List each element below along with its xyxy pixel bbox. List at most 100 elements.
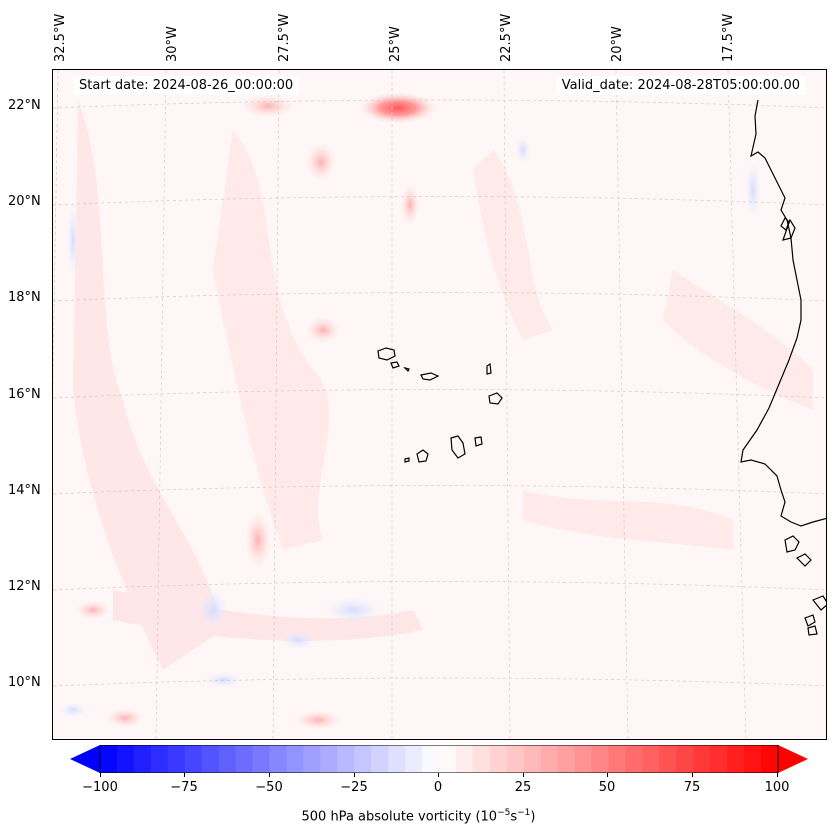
vorticity-max xyxy=(105,708,145,728)
colorbar-segments xyxy=(100,745,779,773)
colorbar-segment xyxy=(354,745,372,773)
colorbar-segment xyxy=(744,745,762,773)
colorbar-tick-label: −25 xyxy=(340,780,368,795)
vorticity-band xyxy=(473,150,553,340)
colorbar-segment xyxy=(303,745,321,773)
colorbar-segment xyxy=(693,745,711,773)
colorbar-segment xyxy=(133,745,152,773)
colorbar-tick-label: 100 xyxy=(764,780,790,795)
colorbar-segment xyxy=(269,745,288,773)
vorticity-max xyxy=(75,600,111,620)
lat-label-20: 20°N xyxy=(8,194,41,209)
colorbar-tick-label: 0 xyxy=(433,780,443,795)
lat-label-16: 16°N xyxy=(8,387,41,402)
colorbar-segment xyxy=(727,745,745,773)
vorticity-min xyxy=(323,596,383,624)
colorbar-segment xyxy=(405,745,423,773)
vorticity-min xyxy=(59,702,87,718)
colorbar-segment xyxy=(150,745,169,773)
lon-label-6: 20°W xyxy=(610,26,625,62)
graticule xyxy=(53,70,826,739)
colorbar-segment xyxy=(625,745,643,773)
colorbar-segment xyxy=(100,745,118,773)
vorticity-field xyxy=(53,70,826,739)
colorbar-segment xyxy=(320,745,338,773)
colorbar-segment xyxy=(235,745,254,773)
colorbar-segment xyxy=(472,745,491,773)
vorticity-band xyxy=(523,490,733,550)
colorbar-segment xyxy=(184,745,203,773)
vorticity-band xyxy=(113,590,423,641)
lon-label-2: 30°W xyxy=(165,26,180,62)
vorticity-max xyxy=(294,710,342,730)
colorbar-tick-label: −100 xyxy=(82,780,118,795)
colorbar-segment xyxy=(422,745,440,773)
colorbar-segment xyxy=(201,745,220,773)
vorticity-min xyxy=(515,136,531,164)
map-panel: Start date: 2024-08-26_00:00:00 Valid_da… xyxy=(52,69,827,740)
cape-verde-islands xyxy=(377,347,503,463)
colorbar-segment xyxy=(337,745,355,773)
colorbar-segment xyxy=(167,745,186,773)
colorbar-segment xyxy=(439,745,457,773)
lon-label-4: 25°W xyxy=(388,26,403,62)
coast-islands xyxy=(807,625,818,636)
colorbar-tick-label: 75 xyxy=(683,780,701,795)
coast-islands xyxy=(812,595,826,611)
colorbar-segment xyxy=(286,745,304,773)
colorbar-segment xyxy=(116,745,135,773)
vorticity-min xyxy=(745,160,761,220)
colorbar-segment xyxy=(608,745,627,773)
colorbar-segment xyxy=(642,745,660,773)
coast-islands xyxy=(804,614,816,627)
colorbar-segment xyxy=(761,745,779,773)
colorbar-segment xyxy=(591,745,610,773)
colorbar-segment xyxy=(557,745,576,773)
vorticity-band xyxy=(663,270,813,410)
start-date-label: Start date: 2024-08-26_00:00:00 xyxy=(73,76,300,95)
valid-date-label: Valid_date: 2024-08-28T05:00:00.00 xyxy=(555,76,806,95)
colorbar-segment xyxy=(489,745,508,773)
vorticity-min xyxy=(197,588,229,632)
lon-label-1: 32.5°W xyxy=(53,13,68,62)
colorbar-max-extension xyxy=(778,745,808,773)
vorticity-max xyxy=(358,92,438,124)
vorticity-max xyxy=(305,316,341,344)
coast-islands xyxy=(784,535,800,553)
colorbar-tick-label: −75 xyxy=(170,780,198,795)
lon-label-7: 17.5°W xyxy=(721,13,736,62)
colorbar-tick-label: 25 xyxy=(514,780,532,795)
colorbar-segment xyxy=(455,745,474,773)
vorticity-band xyxy=(213,130,330,550)
lon-label-3: 27.5°W xyxy=(277,13,292,62)
colorbar-segment xyxy=(574,745,593,773)
vorticity-max xyxy=(240,94,296,118)
colorbar-tick-label: −50 xyxy=(255,780,283,795)
vorticity-band xyxy=(73,100,223,670)
lat-label-22: 22°N xyxy=(8,98,41,113)
colorbar-segment xyxy=(388,745,406,773)
colorbar-segment xyxy=(218,745,237,773)
colorbar-segment xyxy=(252,745,271,773)
vorticity-min xyxy=(280,630,316,650)
colorbar-segment xyxy=(506,745,525,773)
lat-label-12: 12°N xyxy=(8,579,41,594)
colorbar-min-extension xyxy=(70,745,100,773)
vorticity-max xyxy=(244,510,272,570)
vorticity-max xyxy=(305,142,337,182)
lon-label-5: 22.5°W xyxy=(499,13,514,62)
vorticity-min xyxy=(203,672,243,688)
vorticity-min xyxy=(67,200,79,280)
colorbar-title: 500 hPa absolute vorticity (10−5s−1) xyxy=(301,808,536,825)
colorbar-segment xyxy=(676,745,694,773)
africa-coastline xyxy=(740,99,826,527)
colorbar-segment xyxy=(540,745,559,773)
colorbar-tick-label: 50 xyxy=(598,780,616,795)
colorbar xyxy=(70,745,808,773)
vorticity-max xyxy=(400,183,420,227)
colorbar-segment xyxy=(710,745,728,773)
colorbar-segment xyxy=(523,745,542,773)
colorbar-segment xyxy=(371,745,389,773)
lat-label-18: 18°N xyxy=(8,290,41,305)
lat-label-10: 10°N xyxy=(8,675,41,690)
